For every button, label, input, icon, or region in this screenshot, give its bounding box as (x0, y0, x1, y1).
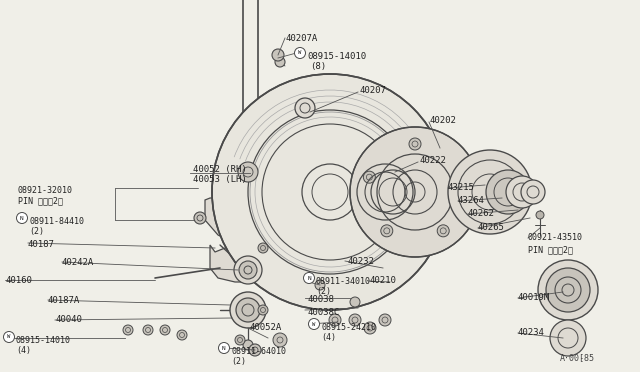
Text: PIN ピン（2）: PIN ピン（2） (18, 196, 63, 205)
Circle shape (329, 314, 341, 326)
Circle shape (454, 171, 467, 183)
Circle shape (160, 325, 170, 335)
Text: 40232: 40232 (348, 257, 375, 266)
Text: 08911-34010: 08911-34010 (316, 277, 371, 286)
Circle shape (235, 335, 245, 345)
Circle shape (538, 260, 598, 320)
Circle shape (212, 74, 448, 310)
Text: 40242A: 40242A (62, 258, 94, 267)
Text: (2): (2) (231, 357, 246, 366)
Circle shape (17, 212, 28, 224)
Circle shape (409, 138, 421, 150)
Circle shape (437, 225, 449, 237)
Text: 40160: 40160 (5, 276, 32, 285)
Text: 40038C: 40038C (308, 308, 340, 317)
Polygon shape (210, 245, 268, 282)
Circle shape (236, 298, 260, 322)
Text: PIN ピン（2）: PIN ピン（2） (528, 245, 573, 254)
Text: 43215: 43215 (448, 183, 475, 192)
Text: N: N (20, 215, 24, 221)
Text: 00921-43510: 00921-43510 (528, 233, 583, 242)
Text: 40187: 40187 (28, 240, 55, 249)
Polygon shape (222, 145, 278, 165)
Text: (8): (8) (310, 62, 326, 71)
Text: 40210: 40210 (370, 276, 397, 285)
Circle shape (294, 48, 305, 58)
Text: 40207A: 40207A (285, 34, 317, 43)
Text: W: W (298, 51, 301, 55)
Text: N: N (222, 346, 226, 350)
Circle shape (486, 170, 530, 214)
Circle shape (272, 49, 284, 61)
Text: 40019M: 40019M (518, 293, 550, 302)
Circle shape (381, 225, 393, 237)
Circle shape (177, 330, 187, 340)
Circle shape (364, 322, 376, 334)
Text: 08911-64010: 08911-64010 (231, 347, 286, 356)
Circle shape (550, 320, 586, 356)
Text: 40262: 40262 (468, 209, 495, 218)
Text: N: N (307, 276, 311, 280)
Circle shape (506, 176, 538, 208)
Text: W: W (8, 334, 11, 340)
Circle shape (349, 314, 361, 326)
Circle shape (234, 256, 262, 284)
Text: 08915-24210: 08915-24210 (321, 323, 376, 332)
Circle shape (364, 171, 375, 183)
Circle shape (143, 325, 153, 335)
Circle shape (123, 325, 133, 335)
Circle shape (521, 180, 545, 204)
Circle shape (258, 243, 268, 253)
Circle shape (448, 150, 532, 234)
Circle shape (350, 297, 360, 307)
Circle shape (258, 305, 268, 315)
Text: 40202: 40202 (430, 116, 457, 125)
Text: 40222: 40222 (420, 156, 447, 165)
Text: 08915-14010: 08915-14010 (16, 336, 71, 345)
Circle shape (379, 314, 391, 326)
Circle shape (239, 261, 257, 279)
Text: 40234: 40234 (518, 328, 545, 337)
Circle shape (275, 57, 285, 67)
Circle shape (273, 333, 287, 347)
Text: 40040: 40040 (55, 315, 82, 324)
Circle shape (350, 127, 480, 257)
Circle shape (308, 318, 319, 330)
Text: 40052A: 40052A (250, 323, 282, 332)
Circle shape (295, 98, 315, 118)
Circle shape (303, 273, 314, 283)
Circle shape (536, 211, 544, 219)
Text: 08915-14010: 08915-14010 (307, 52, 366, 61)
Polygon shape (205, 198, 278, 242)
Text: 40052 (RH): 40052 (RH) (193, 165, 247, 174)
Circle shape (243, 340, 253, 350)
Text: 43264: 43264 (458, 196, 485, 205)
Text: (2): (2) (29, 227, 44, 236)
Text: 40207: 40207 (360, 86, 387, 95)
Text: 08911-84410: 08911-84410 (29, 217, 84, 226)
Text: 40265: 40265 (478, 223, 505, 232)
Text: (4): (4) (321, 333, 336, 342)
Circle shape (218, 343, 230, 353)
Circle shape (315, 280, 325, 290)
Text: 40038: 40038 (308, 295, 335, 304)
Text: W: W (312, 321, 316, 327)
Text: 40053 (LH): 40053 (LH) (193, 175, 247, 184)
Circle shape (238, 162, 258, 182)
Circle shape (3, 331, 15, 343)
Text: (2): (2) (316, 287, 331, 296)
Text: A·00⁅85: A·00⁅85 (560, 353, 595, 362)
Circle shape (230, 292, 266, 328)
Polygon shape (220, 160, 268, 192)
Text: 08921-32010: 08921-32010 (18, 186, 73, 195)
Circle shape (194, 212, 206, 224)
Circle shape (546, 268, 590, 312)
Polygon shape (378, 145, 452, 238)
Circle shape (249, 344, 261, 356)
Text: (4): (4) (16, 346, 31, 355)
Text: 40187A: 40187A (48, 296, 80, 305)
